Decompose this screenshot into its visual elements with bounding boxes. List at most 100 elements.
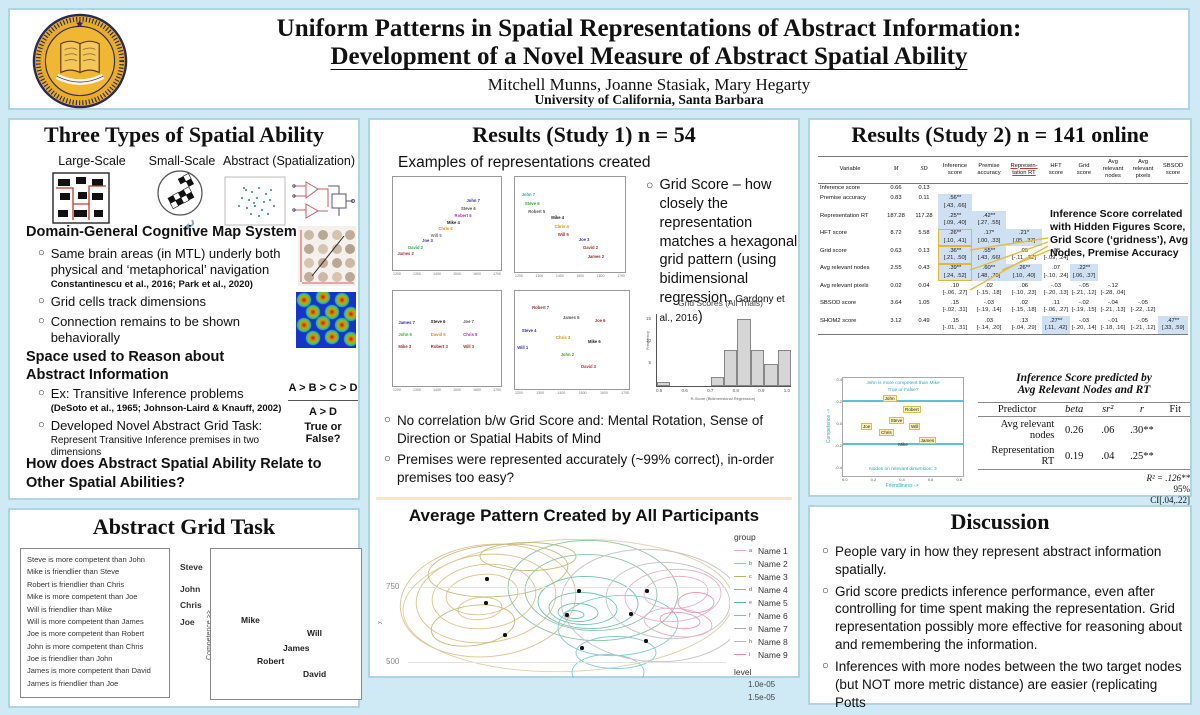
three-types-panel: Three Types of Spatial Ability Large-Sca… bbox=[8, 118, 360, 500]
tick: 1500 bbox=[453, 388, 461, 392]
y-tick: 500 bbox=[386, 657, 400, 666]
legend-line bbox=[734, 550, 746, 551]
corr-value: -.05 bbox=[1138, 300, 1148, 307]
legend-letter: g bbox=[749, 625, 753, 632]
corr-ci: [-.21, .12] bbox=[1071, 290, 1097, 297]
y-tick: -0.4 bbox=[835, 465, 842, 470]
premise-item: Will is more competent than James bbox=[27, 616, 144, 626]
legend-name: Name 9 bbox=[758, 649, 788, 660]
example-representation-plot: John 7 Steve 6 Robert 5 Mike 4 Chris 4 Will 5… bbox=[514, 176, 626, 278]
name-label: Will 5 bbox=[430, 232, 442, 238]
scatter-x-label: Friendliness -> bbox=[885, 483, 919, 489]
data-dot bbox=[644, 639, 648, 643]
poster-title-line1: Uniform Patterns in Spatial Representati… bbox=[276, 15, 1022, 42]
placed-name: Mike bbox=[241, 615, 260, 625]
data-dot bbox=[484, 601, 488, 605]
legend-letter: b bbox=[749, 560, 753, 567]
corr-ci: [.21, .50] bbox=[943, 255, 967, 262]
scatter-name-label: Chris bbox=[879, 428, 894, 436]
name-label: Chris 4 bbox=[554, 223, 569, 229]
transitive-example: A > B > C > D A > D True or False? bbox=[286, 382, 360, 445]
mean-value: 0.83 bbox=[890, 195, 902, 202]
mean-value: 0.66 bbox=[890, 185, 902, 192]
bullet-item: ○ Developed Novel Abstract Grid Task: Re… bbox=[38, 418, 288, 459]
histogram-bar bbox=[777, 350, 791, 386]
name-label: David 6 bbox=[430, 331, 446, 337]
corr-ci: [.00, .33] bbox=[977, 237, 1001, 244]
scatterplot-icon bbox=[224, 176, 286, 226]
correlation-cell bbox=[1098, 183, 1128, 194]
scatter-name-label: Joe bbox=[861, 423, 873, 431]
legend-item: b Name 2 bbox=[734, 557, 798, 570]
column-header: SBSOD score bbox=[1158, 156, 1188, 184]
row-label: Avg relevant pixels bbox=[820, 282, 869, 289]
corr-value: .06 bbox=[1019, 282, 1029, 289]
bullet-marker: ○ bbox=[38, 314, 45, 327]
corr-ci: [.48, .70] bbox=[977, 272, 1001, 279]
header-panel: Uniform Patterns in Spatial Representati… bbox=[8, 8, 1190, 110]
tick: 1600 bbox=[596, 274, 605, 278]
citation: (DeSoto et al., 1965; Johnson-Laird & Kn… bbox=[50, 402, 282, 414]
legend-name: Name 8 bbox=[758, 636, 788, 647]
bullet-item: ○ Grid score predicts inference performa… bbox=[822, 583, 1184, 654]
x-tick: 0.0 bbox=[842, 477, 848, 482]
correlation-cell: -.05 [-.21, .12] bbox=[1070, 281, 1098, 298]
name-label: Steve 6 bbox=[524, 200, 540, 206]
corr-ci: [.06, .37] bbox=[1072, 272, 1096, 279]
y-tick: 0.0 bbox=[836, 421, 842, 426]
regression-table: Predictor beta sr² r Fit Avg relevant no… bbox=[978, 402, 1190, 470]
regression-block: Inference Score predicted by Avg Relevan… bbox=[978, 372, 1190, 505]
cognitive-map-bullets: ○ Same brain areas (in MTL) underly both… bbox=[38, 246, 296, 350]
study1-subtitle: Examples of representations created bbox=[398, 154, 651, 171]
x-tick: 0.7 bbox=[707, 388, 714, 393]
premise-item: Joe is more competent than Robert bbox=[27, 629, 145, 639]
scatter-name-label: John bbox=[882, 394, 897, 402]
correlation-cell: -.04 [-.21, .13] bbox=[1098, 299, 1128, 316]
regression-row: Avg relevant nodes 0.26 .06 .30** bbox=[1000, 419, 1154, 441]
corr-value: .17* bbox=[983, 230, 995, 237]
faces-grid-image bbox=[298, 226, 356, 286]
study1-bullets: ○ No correlation b/w Grid Score and: Men… bbox=[384, 412, 796, 490]
sd-value: 1.05 bbox=[918, 300, 930, 307]
bullet-item: ○ People vary in how they represent abst… bbox=[822, 543, 1184, 579]
column-header: Avg relevant nodes bbox=[1098, 156, 1128, 184]
gridline bbox=[408, 587, 726, 588]
column-header: SD bbox=[910, 156, 938, 184]
bullet-marker: ○ bbox=[38, 387, 45, 399]
name-label: Joe 3 bbox=[578, 236, 590, 242]
correlation-cell: .08 [-.09, .24] bbox=[1042, 246, 1070, 263]
name-label: James 7 bbox=[398, 319, 415, 325]
correlation-cell: -.01 [-.18, .16] bbox=[1098, 316, 1128, 335]
corr-ci: [-.04, .29] bbox=[1011, 324, 1037, 331]
corr-ci: [-.18, .16] bbox=[1100, 324, 1126, 331]
name-label: Robert 5 bbox=[528, 209, 546, 215]
regression-row: Representation RT 0.19 .04 .25** bbox=[978, 443, 1190, 470]
correlation-cell bbox=[1158, 281, 1188, 298]
correlation-cell: .21* [.05, .37] bbox=[1006, 228, 1042, 247]
scatter-footer: Nodes on relevant dimension: 3 bbox=[869, 467, 937, 472]
scatter-x-ticks: 0.0 0.2 0.4 0.6 0.8 bbox=[842, 477, 962, 482]
gridline bbox=[408, 662, 726, 663]
legend-name: Name 2 bbox=[758, 558, 788, 569]
corr-value: .03 bbox=[984, 317, 994, 324]
legend-item: a Name 1 bbox=[734, 544, 798, 557]
histogram-bar bbox=[750, 350, 765, 386]
column-header: Premise accuracy bbox=[972, 156, 1006, 184]
tick: 1500 bbox=[453, 272, 461, 276]
bullet-marker: ○ bbox=[822, 584, 829, 597]
premise-list: Steve is more competent than John Mike is… bbox=[20, 548, 170, 698]
legend-letter: d bbox=[749, 586, 753, 593]
corr-value: .02 bbox=[984, 282, 994, 289]
corr-ci: [-.20, .14] bbox=[1071, 324, 1097, 331]
column-header: Grid score bbox=[1070, 156, 1098, 184]
poster-authors: Mitchell Munns, Joanne Stasiak, Mary Heg… bbox=[487, 75, 811, 94]
corr-value: -.12 bbox=[1108, 282, 1118, 289]
study2-panel: Results (Study 2) n = 141 online Variabl… bbox=[808, 118, 1192, 505]
task-scatter-plot-area: John is more competent than Mike True or… bbox=[842, 377, 964, 477]
corr-value: .07 bbox=[1051, 265, 1061, 272]
legend-line bbox=[734, 615, 746, 616]
corr-value: .11 bbox=[1052, 300, 1060, 307]
scatter-name-label: Will bbox=[909, 423, 921, 431]
correlation-cell bbox=[1158, 183, 1188, 194]
tick: 1400 bbox=[433, 388, 441, 392]
